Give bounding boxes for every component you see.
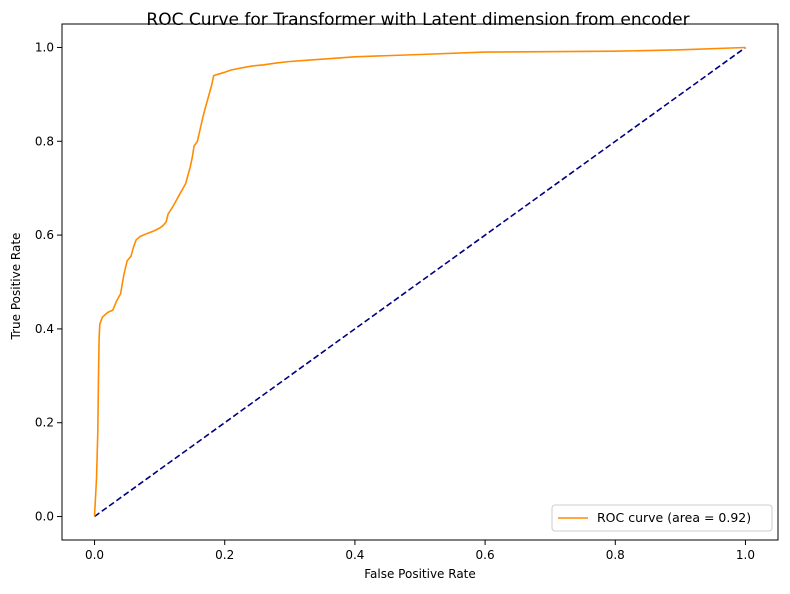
x-tick-label: 0.4	[345, 548, 364, 562]
series-layer	[93, 46, 746, 518]
x-tick-label: 0.2	[215, 548, 234, 562]
chart-title: ROC Curve for Transformer with Latent di…	[146, 10, 689, 30]
roc-curve-line	[93, 46, 746, 517]
y-tick-label: 0.2	[35, 416, 54, 430]
x-tick-label: 0.8	[606, 548, 625, 562]
legend-label-roc: ROC curve (area = 0.92)	[597, 510, 751, 525]
y-tick-label: 0.8	[35, 134, 54, 148]
x-tick-label: 0.6	[476, 548, 495, 562]
y-tick-label: 0.6	[35, 228, 54, 242]
y-tick-label: 0.4	[35, 322, 54, 336]
y-axis-label: True Positive Rate	[9, 233, 23, 341]
legend: ROC curve (area = 0.92)	[551, 504, 773, 532]
y-tick-label: 0.0	[35, 510, 54, 524]
legend-box	[551, 504, 773, 532]
x-tick-label: 0.0	[85, 548, 104, 562]
y-axis: 0.0 0.2 0.4 0.6 0.8 1.0	[35, 40, 62, 524]
x-axis-label: False Positive Rate	[364, 567, 476, 581]
plot-area-frame	[61, 23, 779, 541]
x-axis: 0.0 0.2 0.4 0.6 0.8 1.0	[85, 540, 755, 562]
y-tick-label: 1.0	[35, 40, 54, 54]
x-tick-label: 1.0	[736, 548, 755, 562]
chance-diagonal-line	[94, 46, 746, 518]
